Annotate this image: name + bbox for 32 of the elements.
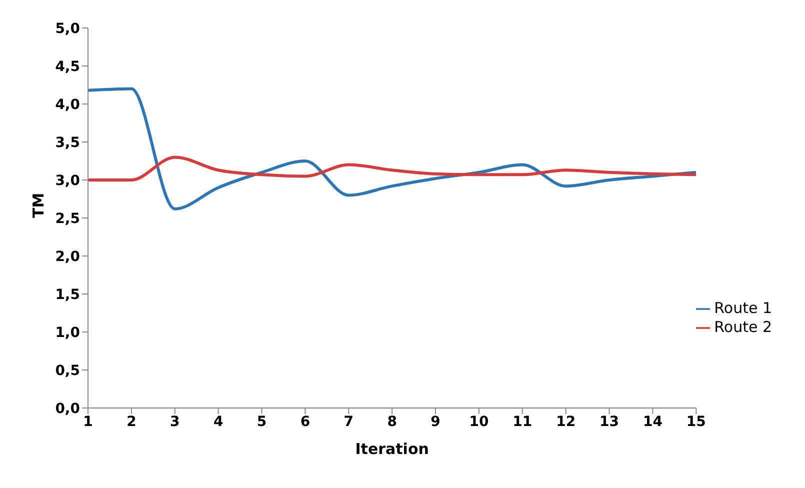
x-tick-label: 3 xyxy=(170,414,180,430)
y-tick-label: 2,5 xyxy=(55,210,80,227)
x-tick-label: 7 xyxy=(344,414,354,430)
line-series xyxy=(88,87,696,210)
y-tick-label: 1,5 xyxy=(55,286,80,303)
y-tick-label: 2,0 xyxy=(55,248,80,265)
y-tick-label: 3,5 xyxy=(55,134,80,151)
y-tick-label: 4,0 xyxy=(55,96,80,113)
legend-label: Route 2 xyxy=(714,318,772,336)
legend-label: Route 1 xyxy=(714,299,772,317)
y-axis-title: TM xyxy=(29,192,48,218)
x-tick-label: 13 xyxy=(600,414,620,430)
x-tick-label: 14 xyxy=(642,414,663,430)
y-tick-label: 1,0 xyxy=(55,324,80,341)
x-tick-label: 10 xyxy=(469,414,489,430)
y-tick-label: 5,0 xyxy=(55,20,80,37)
y-tick-label: 0,0 xyxy=(55,400,80,417)
x-tick-label: 1 xyxy=(83,414,93,430)
line-series xyxy=(88,156,696,182)
y-tick-label: 0,5 xyxy=(55,362,80,379)
y-tick-label: 4,5 xyxy=(55,58,80,75)
x-tick-label: 12 xyxy=(556,414,576,430)
x-tick-label: 5 xyxy=(256,414,267,430)
x-tick-label: 15 xyxy=(686,414,706,430)
x-tick-label: 4 xyxy=(213,414,224,430)
y-tick-label: 3,0 xyxy=(55,172,80,189)
x-tick-label: 8 xyxy=(387,414,397,430)
x-tick-label: 2 xyxy=(126,414,136,430)
x-tick-label: 6 xyxy=(300,414,310,430)
x-tick-label: 11 xyxy=(512,414,532,430)
x-tick-label: 9 xyxy=(430,414,440,430)
x-axis-title: Iteration xyxy=(355,440,429,458)
